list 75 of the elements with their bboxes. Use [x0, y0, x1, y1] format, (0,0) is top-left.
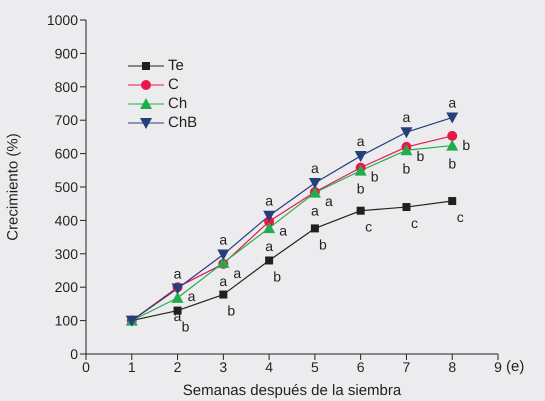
x-tick-label: 2 — [174, 358, 182, 375]
annotation: a — [279, 222, 288, 238]
point — [263, 210, 276, 222]
point — [354, 150, 367, 162]
x-tick-label: 8 — [448, 358, 456, 375]
y-tick-label: 300 — [54, 246, 78, 262]
annotation: a — [188, 288, 196, 304]
y-tick-label: 700 — [54, 112, 78, 128]
y-tick-label: 900 — [54, 45, 78, 62]
annotation: a — [219, 231, 228, 248]
point — [172, 292, 184, 303]
annotation: b — [462, 136, 470, 153]
y-tick-label: 600 — [54, 146, 78, 162]
x-tick-label: 5 — [310, 358, 319, 375]
x-tick-label: 3 — [219, 358, 228, 375]
y-axis-title: Crecimiento (%) — [4, 133, 22, 241]
annotation: b — [227, 302, 236, 319]
point — [354, 164, 367, 176]
legend-label: Ch — [168, 95, 188, 112]
point — [400, 144, 412, 156]
annotation: a — [174, 266, 182, 282]
x-tick-label: 6 — [356, 358, 365, 375]
y-tick-label: 500 — [54, 178, 78, 195]
x-tick-label: 7 — [402, 358, 411, 375]
y-tick-label: 800 — [54, 78, 78, 95]
y-tick-label: 100 — [54, 312, 78, 329]
point — [172, 284, 184, 295]
point — [447, 130, 458, 141]
annotation: b — [448, 156, 456, 172]
annotation: b — [402, 160, 411, 176]
point — [402, 203, 410, 212]
annotation: b — [318, 236, 327, 252]
x-tick-label: 4 — [265, 358, 274, 375]
point — [219, 290, 228, 299]
annotation: b — [182, 318, 190, 335]
annotation: b — [370, 168, 379, 185]
point — [356, 206, 365, 215]
point — [263, 222, 276, 234]
y-tick-label: 0 — [70, 346, 78, 362]
point — [174, 306, 182, 315]
point — [446, 112, 458, 124]
legend-label: Te — [168, 57, 184, 74]
y-tick-label: 200 — [54, 279, 78, 296]
annotation: c — [410, 215, 418, 232]
annotation: b — [356, 180, 365, 197]
point — [265, 256, 274, 264]
y-tick-label: 1000 — [46, 12, 78, 28]
x-tick-label: 0 — [82, 358, 90, 375]
annotation: a — [324, 193, 333, 210]
y-tick-label: 400 — [54, 212, 78, 228]
annotation: a — [265, 192, 274, 209]
annotation: a — [233, 264, 242, 281]
annotation: c — [456, 209, 464, 226]
annotation: a — [448, 94, 456, 111]
x-tick-label: 9 — [494, 358, 502, 375]
annotation: a — [219, 272, 228, 289]
annotation: c — [365, 218, 372, 235]
x-axis-title: Semanas después de la siembra — [182, 382, 402, 399]
x-tick-label: 1 — [128, 358, 136, 375]
point — [448, 197, 456, 206]
annotation: a — [402, 109, 411, 126]
annotation: a — [356, 132, 365, 149]
annotation: a — [310, 160, 319, 176]
legend-label: C — [168, 76, 179, 93]
annotation: b — [273, 268, 282, 284]
annotation: a — [310, 202, 319, 219]
point — [308, 178, 321, 189]
text: (e) — [506, 358, 524, 375]
point — [400, 127, 412, 138]
annotation: a — [265, 238, 274, 254]
point — [446, 140, 458, 151]
legend-label: ChB — [168, 114, 198, 131]
annotation: b — [416, 148, 425, 164]
point — [217, 249, 230, 260]
point — [310, 224, 319, 232]
